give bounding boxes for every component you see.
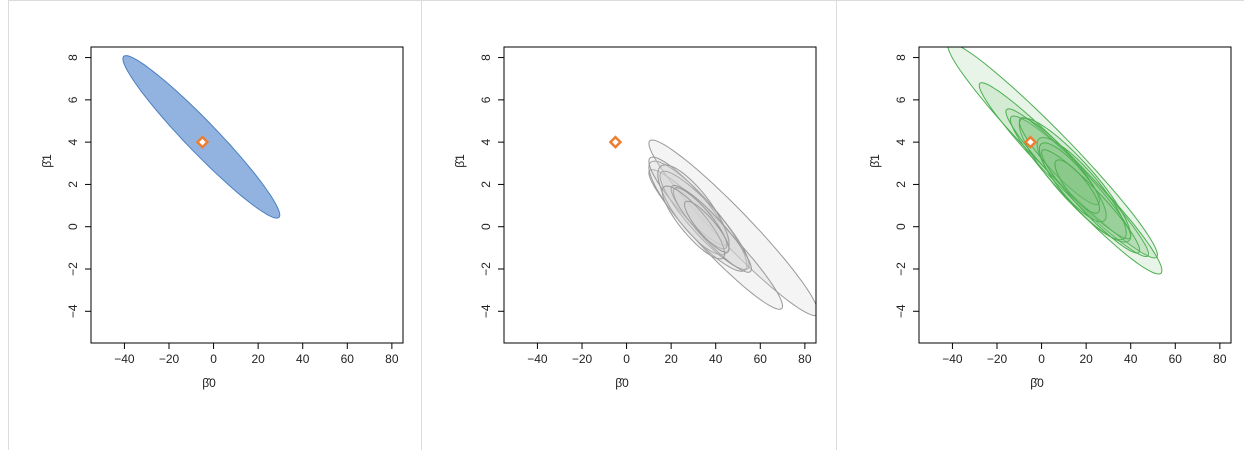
y-tick-label: 2	[894, 181, 908, 188]
y-axis-label: β̂1	[40, 154, 54, 168]
x-axis-label: β̂0	[1030, 376, 1044, 390]
y-tick-label: 6	[66, 96, 80, 103]
plot-frame	[503, 46, 817, 344]
x-tick-label: 0	[210, 352, 217, 366]
y-tick-label: 6	[894, 96, 908, 103]
plot-panel-3: −40 −20 0 20 40 60 80 −4 −2 0 2 4 6 8 β̂0 β̂1	[837, 0, 1244, 450]
y-tick-label: −2	[66, 262, 80, 276]
confidence-ellipse	[661, 185, 726, 260]
y-tick-label: 2	[479, 181, 493, 188]
x-tick-label: 0	[1038, 352, 1045, 366]
x-tick-label: −20	[987, 352, 1008, 366]
plot-frame	[918, 46, 1232, 344]
confidence-ellipse	[648, 139, 816, 317]
y-tick-label: 0	[894, 223, 908, 230]
y-tick-label: 8	[66, 54, 80, 61]
x-tick-label: −40	[942, 352, 963, 366]
y-tick-label: 0	[66, 223, 80, 230]
y-tick-label: 8	[894, 54, 908, 61]
true-parameter-marker	[1023, 135, 1038, 149]
x-tick-label: −20	[572, 352, 593, 366]
plot-panel-2: −40 −20 0 20 40 60 80 −4 −2 0 2 4 6 8 β̂0 β̂1	[422, 0, 837, 450]
plot-panel-1: −40 −20 0 20 40 60 80 −4 −2 0 2 4 6 8 β̂0 β̂1	[8, 0, 422, 450]
y-tick-label: 6	[479, 96, 493, 103]
x-axis-label: β̂0	[615, 376, 629, 390]
x-tick-label: 40	[1124, 352, 1138, 366]
y-axis-label: β̂1	[453, 154, 467, 168]
y-tick-label: −4	[66, 304, 80, 318]
plot-frame	[90, 46, 404, 344]
y-tick-label: 8	[479, 54, 493, 61]
x-tick-label: 80	[385, 352, 399, 366]
confidence-ellipse	[657, 164, 730, 256]
true-parameter-marker	[195, 135, 210, 149]
y-axis-label: β̂1	[868, 154, 882, 168]
y-tick-label: −4	[479, 304, 493, 318]
y-tick-label: 4	[66, 138, 80, 145]
confidence-ellipse	[1036, 136, 1127, 241]
x-tick-label: 20	[664, 352, 678, 366]
x-tick-label: −20	[159, 352, 180, 366]
x-tick-label: 40	[296, 352, 310, 366]
confidence-ellipse	[1018, 117, 1101, 206]
confidence-ellipse	[648, 169, 784, 310]
y-tick-label: 4	[479, 138, 493, 145]
confidence-ellipse	[1009, 115, 1163, 275]
y-tick-label: 4	[894, 138, 908, 145]
y-tick-label: −2	[479, 262, 493, 276]
y-tick-label: 2	[66, 181, 80, 188]
x-tick-label: 80	[798, 352, 812, 366]
x-tick-label: 80	[1213, 352, 1227, 366]
x-axis-label: β̂0	[202, 376, 216, 390]
x-tick-label: 0	[623, 352, 630, 366]
x-tick-label: −40	[114, 352, 135, 366]
x-tick-label: 20	[1079, 352, 1093, 366]
confidence-ellipse	[683, 200, 730, 253]
x-tick-label: 20	[251, 352, 265, 366]
confidence-ellipse	[1054, 159, 1100, 214]
y-tick-label: −4	[894, 304, 908, 318]
x-tick-label: 60	[341, 352, 355, 366]
ellipse-layer	[648, 139, 816, 317]
x-tick-label: −40	[527, 352, 548, 366]
true-parameter-marker	[608, 135, 623, 149]
y-tick-label: 0	[479, 223, 493, 230]
confidence-ellipse	[672, 187, 728, 250]
confidence-ellipse	[670, 184, 752, 273]
confidence-ellipse	[1041, 149, 1141, 254]
y-tick-label: −2	[894, 262, 908, 276]
x-tick-label: 40	[709, 352, 723, 366]
x-tick-label: 60	[754, 352, 768, 366]
ellipse-layer	[947, 47, 1163, 275]
x-tick-label: 60	[1169, 352, 1183, 366]
